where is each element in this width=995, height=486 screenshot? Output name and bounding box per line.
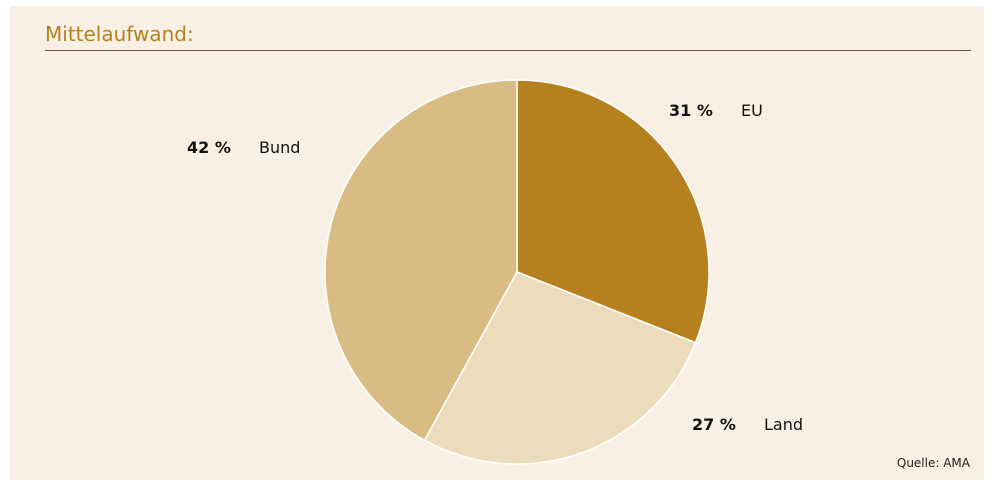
pie-chart: 31 % EU 27 % Land 42 % Bund	[187, 79, 803, 465]
slice-name-eu: EU	[741, 101, 763, 120]
slice-label-land: 27 % Land	[692, 415, 803, 434]
chart-title: Mittelaufwand:	[45, 22, 194, 46]
slice-percent-eu: 31 %	[669, 101, 713, 120]
slice-percent-bund: 42 %	[187, 138, 231, 157]
pie-labels: 31 % EU 27 % Land 42 % Bund	[187, 101, 803, 434]
pie-slice-bund	[324, 79, 518, 442]
pie-slice-land	[423, 271, 697, 465]
source-note: Quelle: AMA	[896, 456, 970, 470]
slice-name-land: Land	[764, 415, 803, 434]
slice-label-eu: 31 % EU	[669, 101, 763, 120]
slice-name-bund: Bund	[259, 138, 300, 157]
pie-slice-eu	[516, 79, 710, 344]
slice-label-bund: 42 % Bund	[187, 138, 300, 157]
title-divider	[45, 50, 971, 51]
chart-panel: Mittelaufwand: 31 % EU 27 % Land 42 % Bund Qu…	[10, 6, 984, 480]
pie-slices	[324, 79, 710, 465]
slice-percent-land: 27 %	[692, 415, 736, 434]
